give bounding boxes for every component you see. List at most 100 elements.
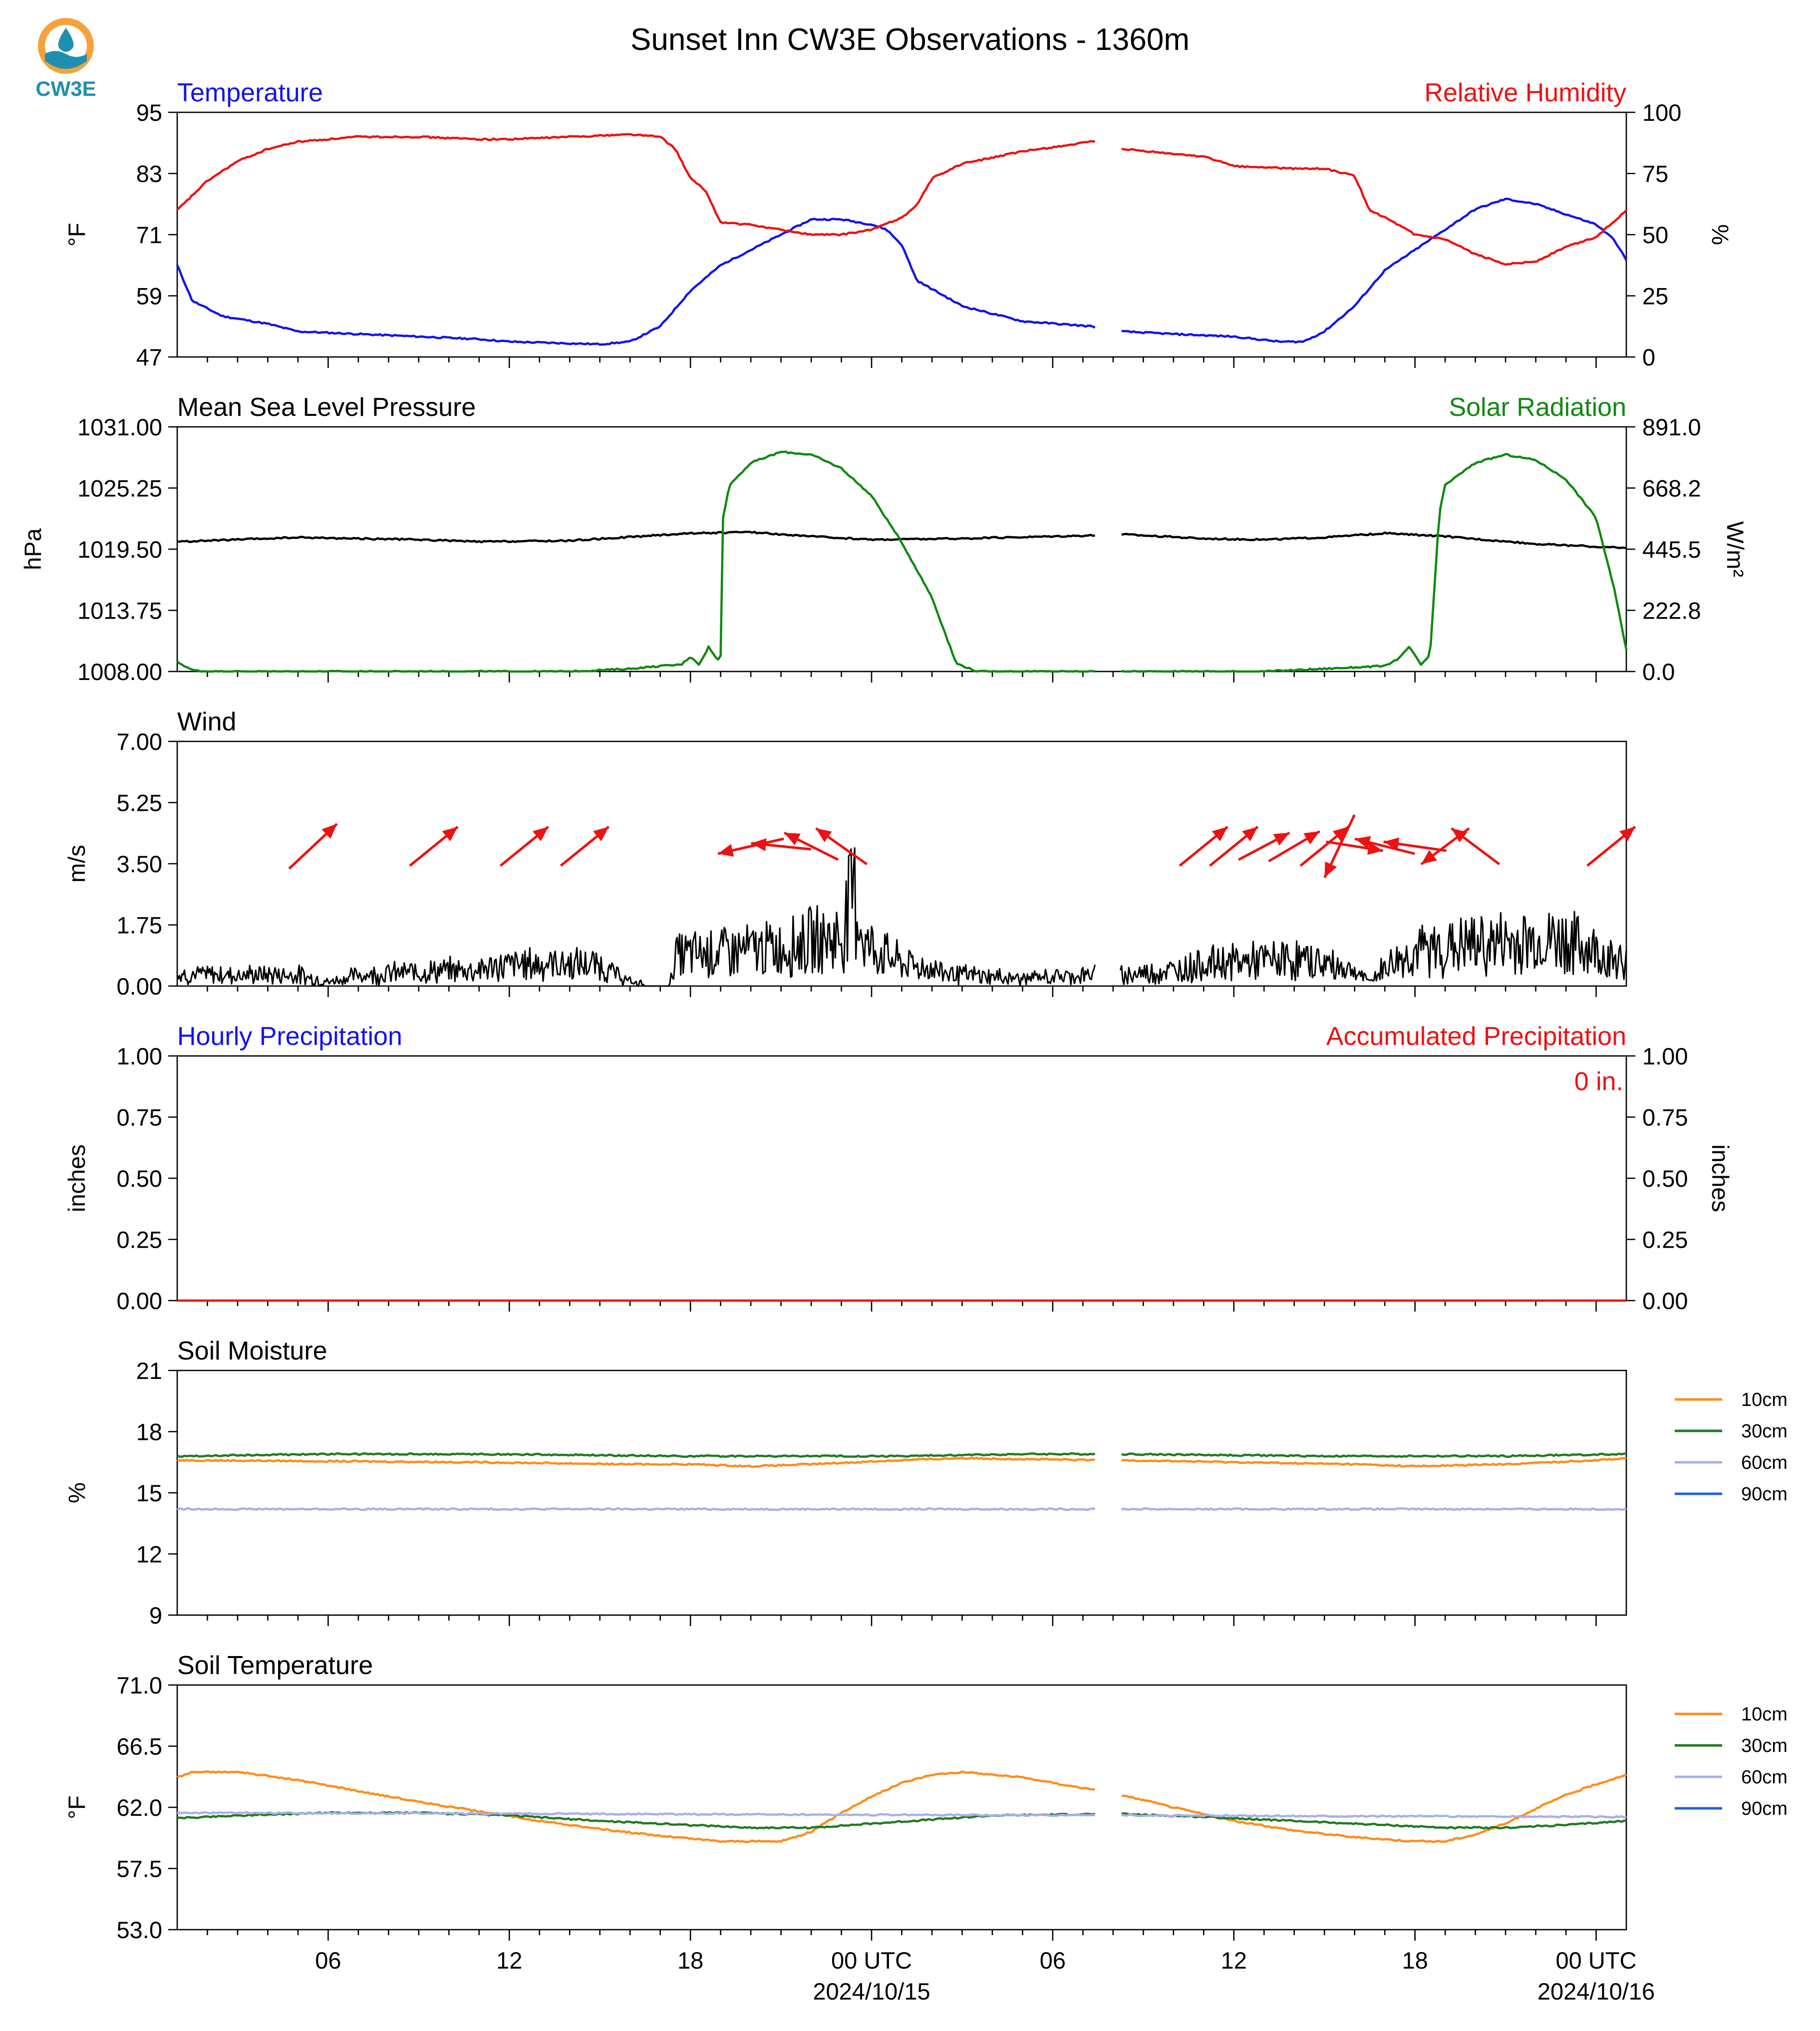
y-right-tick-label: 0.0 [1642,659,1675,685]
legend-label-10cm: 10cm [1741,1704,1788,1725]
x-tick-label: 06 [315,1947,341,1974]
series-line [1119,911,1627,986]
y-left-tick-label: 0.00 [117,973,162,1000]
y-left-axis-label: inches [63,1144,90,1212]
y-left-tick-label: 83 [136,161,162,187]
wind-arrow-head [593,827,609,842]
panels: 47 59 71 83 95 0 25 50 75 100 °F % Temperature Relati… [19,78,1788,2005]
wind-arrow-head [1619,827,1635,842]
x-tick-label: 12 [1221,1947,1247,1974]
x-tick-label: 06 [1040,1947,1066,1974]
wind-arrow [1451,827,1501,865]
y-right-tick-label: 0.25 [1642,1227,1688,1253]
wind-arrow-head [442,827,458,842]
y-left-tick-label: 1.75 [117,912,162,939]
wind-arrow [1209,826,1259,867]
series-line-30cm [1121,1452,1627,1458]
y-left-tick-label: 9 [149,1602,162,1629]
x-date-label: 2024/10/16 [1537,1978,1655,2005]
wind-arrow [560,826,610,867]
wind-arrow-head [1324,861,1337,878]
plot-frame [176,426,1627,673]
y-left-tick-label: 15 [136,1480,162,1506]
y-left-axis-label: °F [63,223,90,247]
y-left-tick-label: 1013.75 [77,598,162,624]
y-right-axis-label: inches [1707,1144,1734,1212]
y-left-tick-label: 21 [136,1357,162,1384]
y-left-axis-label: °F [63,1795,90,1819]
series-line [1121,147,1627,266]
panel-title-right: Accumulated Precipitation [1326,1022,1626,1051]
y-left-tick-label: 47 [136,344,162,370]
y-right-tick-label: 100 [1642,99,1681,126]
plot-frame [176,1055,1627,1302]
wind-arrow [1586,826,1636,867]
wind-arrow [1326,840,1384,855]
panel-title-left: Hourly Precipitation [177,1022,402,1051]
wind-arrow [783,831,839,861]
plot-frame [176,1684,1627,1931]
y-right-tick-label: 445.5 [1642,536,1701,563]
series-line-30cm [1121,1812,1627,1830]
wind-arrow-head [784,833,801,846]
wind-arrow [717,837,784,857]
plot-frame [176,1369,1627,1616]
wind-arrow-head [1303,831,1320,845]
wind-arrow-head [1242,827,1258,842]
chart-panel-temp_rh: 47 59 71 83 95 0 25 50 75 100 °F % Temperature Relati… [63,78,1734,370]
series-line-60cm [176,1507,1095,1511]
wind-arrow-head [1451,828,1468,843]
y-left-tick-label: 95 [136,99,162,126]
y-right-axis-label: % [1707,224,1734,245]
series-line [1121,197,1627,344]
wind-arrow [1268,830,1320,863]
panel-title-right: Relative Humidity [1424,78,1626,107]
y-left-tick-label: 5.25 [117,790,162,816]
y-right-tick-label: 25 [1642,283,1668,310]
logo-drop-icon [58,28,74,52]
chart-panel-soil_moisture: 9 12 15 18 21% Soil Moisture 10cm 30cm 60cm 90cm [63,1337,1788,1629]
y-left-tick-label: 0.75 [117,1104,162,1131]
series-line [176,847,1096,987]
series-line-10cm [1121,1456,1627,1468]
y-left-tick-label: 62.0 [117,1794,162,1821]
x-tick-label: 00 UTC [831,1947,912,1974]
series-line-60cm [177,1811,1095,1817]
series-line-10cm [176,1770,1095,1843]
y-right-tick-label: 668.2 [1642,475,1701,502]
series-line-10cm [1121,1773,1627,1843]
chart-panel-pressure_solar: 1008.00 1013.75 1019.50 1025.25 1031.00 0.0 22… [19,393,1749,685]
y-left-axis-label: m/s [63,845,90,883]
wind-arrow-head [1332,827,1349,842]
series-line [176,133,1096,237]
wind-arrow-head [1212,827,1228,842]
legend-label-30cm: 30cm [1741,1735,1788,1756]
wind-arrow-head [321,824,337,839]
y-right-tick-label: 0.50 [1642,1165,1688,1192]
wind-arrow [1354,836,1415,855]
wind-arrow [751,838,811,851]
series-line-10cm [177,1456,1095,1468]
wind-arrow [1238,831,1290,861]
y-right-tick-label: 0 [1642,344,1655,370]
y-left-tick-label: 59 [136,283,162,310]
legend-label-90cm: 90cm [1741,1798,1788,1819]
series-line [176,450,1095,673]
y-left-axis-label: % [63,1482,90,1503]
wind-arrow [1323,814,1356,879]
x-tick-label: 18 [677,1947,703,1974]
wind-arrow [815,827,868,866]
figure-title: Sunset Inn CW3E Observations - 1360m [630,22,1190,57]
series-line [176,218,1096,346]
legend-label-10cm: 10cm [1741,1389,1788,1410]
y-right-tick-label: 0.75 [1642,1104,1688,1131]
y-right-tick-label: 222.8 [1642,598,1701,624]
y-left-tick-label: 66.5 [117,1733,162,1760]
wind-arrow [288,823,338,870]
y-left-tick-label: 1.00 [117,1043,162,1069]
x-tick-label: 00 UTC [1556,1947,1637,1974]
chart-panel-wind: 0.00 1.75 3.50 5.25 7.00 m/s Wind [63,707,1636,1000]
wind-arrow-head [1273,833,1290,846]
series-line-30cm [177,1452,1095,1458]
precip-total-annotation: 0 in. [1574,1067,1623,1096]
